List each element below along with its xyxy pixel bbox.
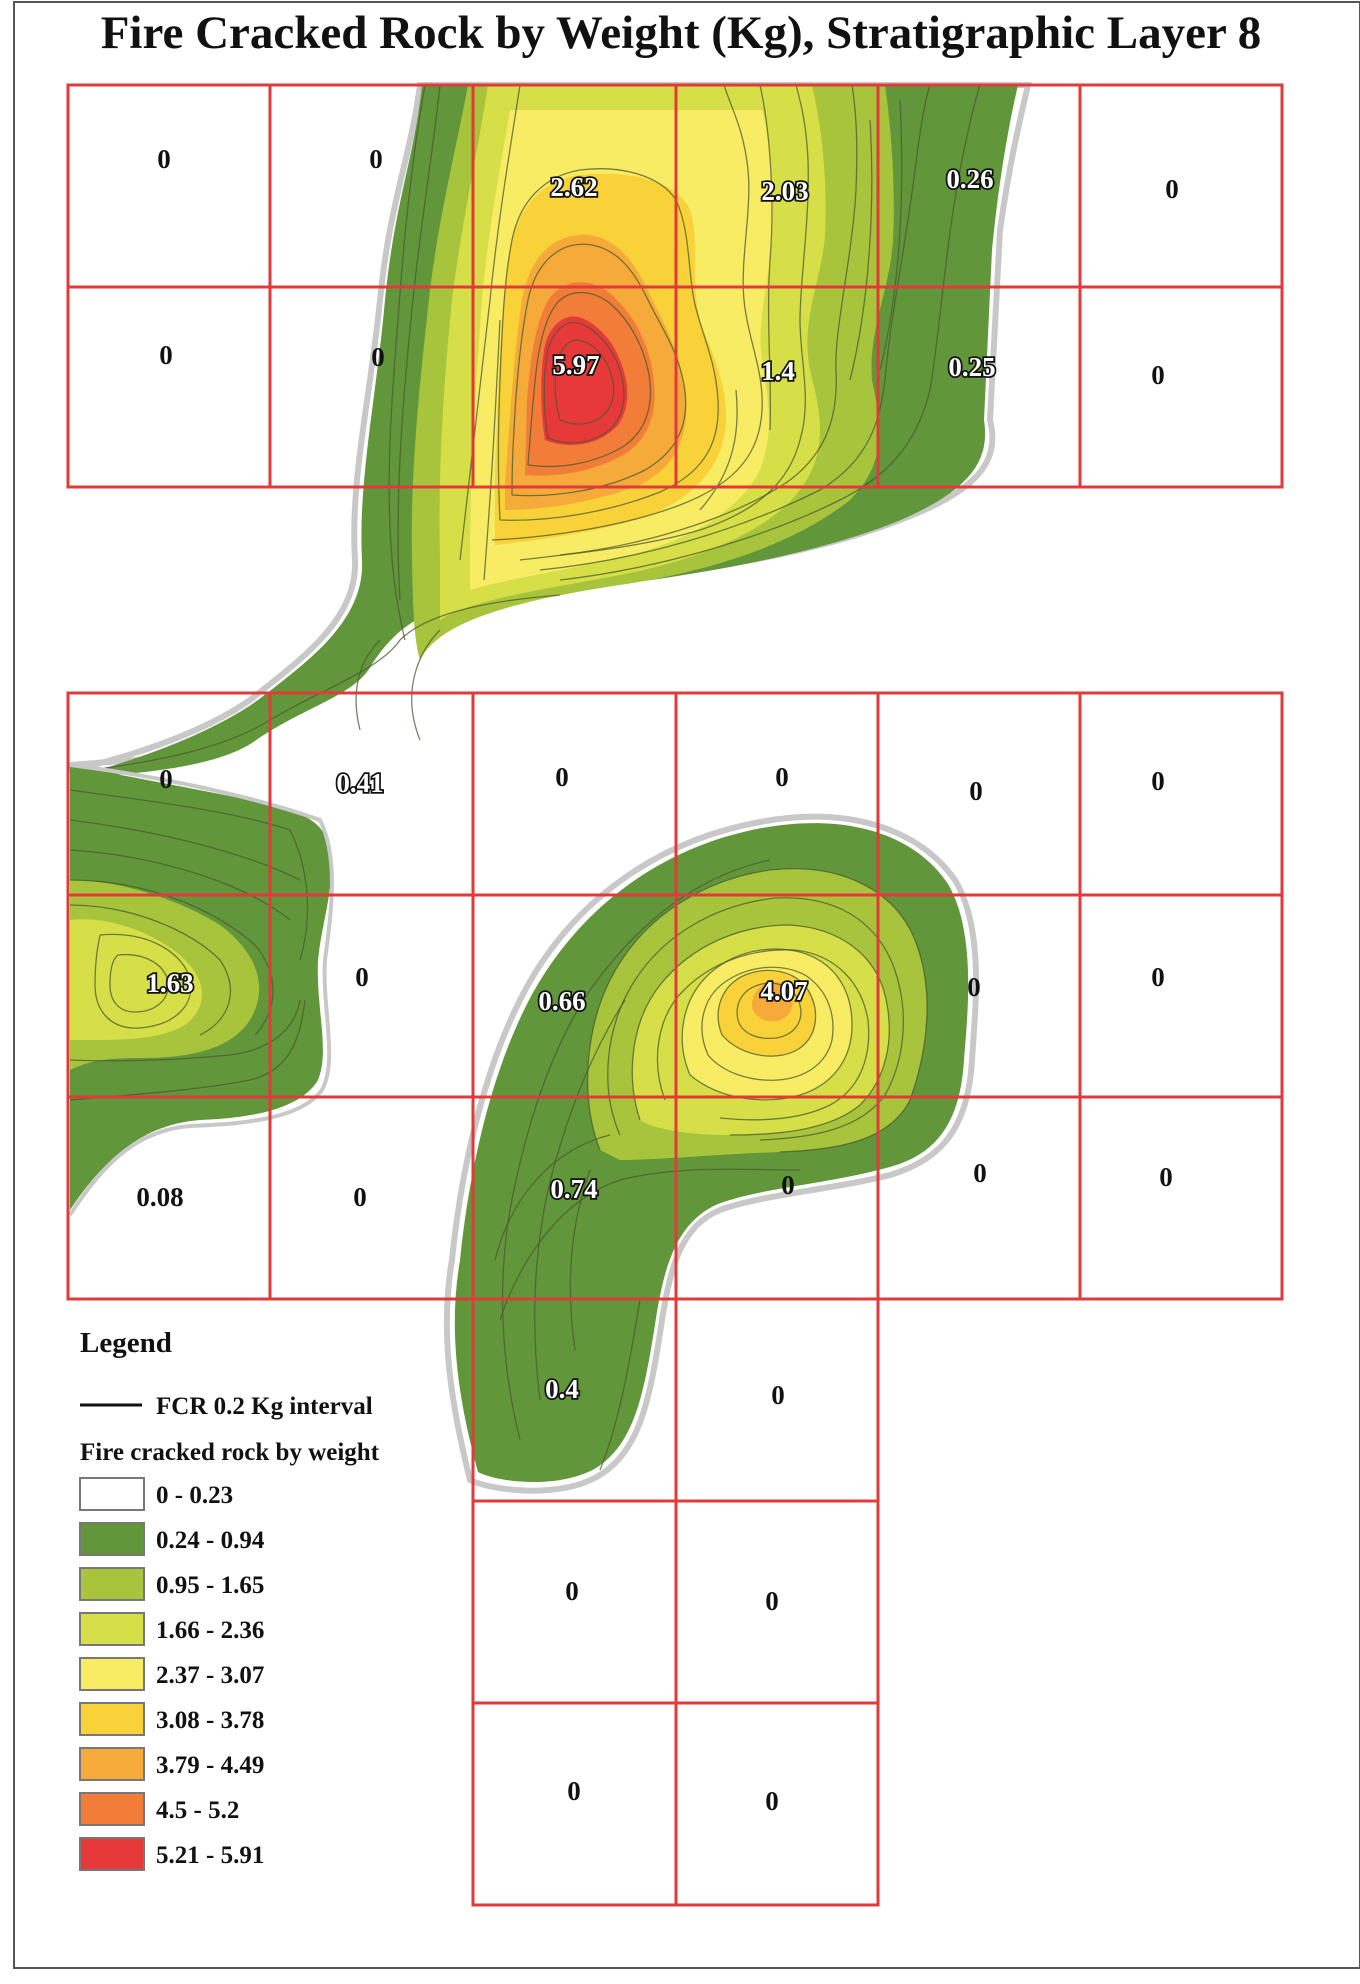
unit-value-r2c3: 5.97: [552, 350, 599, 380]
grid-unit-r5c2: [268, 1095, 475, 1301]
unit-value-r8c4: 0: [765, 1786, 779, 1816]
unit-value-r5c4: 0: [781, 1170, 795, 1200]
north-contour-lines: [89, 84, 981, 771]
unit-value-r2c5: 0.25: [948, 352, 995, 382]
unit-value-r5c1: 0.08: [136, 1182, 183, 1212]
legend-swatch-2: [79, 1522, 145, 1556]
unit-value-r2c4: 1.4: [761, 356, 795, 386]
southwest-band-yellowgreen: [70, 919, 202, 1040]
unit-value-r2c1: 0: [159, 340, 173, 370]
legend-class-label-2: 0.24 - 0.94: [156, 1527, 265, 1554]
unit-value-r3c2: 0.41: [336, 768, 383, 798]
unit-value-r2c2: 0: [371, 342, 385, 372]
outer-border: [13, 1, 1360, 1969]
legend-title: Legend: [80, 1327, 172, 1359]
grid-unit-r3c6: [1078, 691, 1284, 897]
unit-value-r4c2: 0: [355, 962, 369, 992]
southwest-contour-lines: [69, 789, 309, 1101]
unit-value-r1c1: 0: [157, 144, 171, 174]
legend-class-label-3: 0.95 - 1.65: [156, 1572, 264, 1599]
unit-value-r4c6: 0: [1151, 962, 1165, 992]
legend-class-label-4: 1.66 - 2.36: [156, 1617, 264, 1644]
legend-class-label-7: 3.79 - 4.49: [156, 1752, 264, 1779]
legend-swatch-4: [79, 1612, 145, 1646]
south-hotspot: [443, 813, 980, 1494]
unit-value-r5c3: 0.74: [550, 1174, 597, 1204]
unit-value-r5c5: 0: [973, 1158, 987, 1188]
unit-value-r4c4: 4.07: [760, 976, 807, 1006]
unit-value-r6c4: 0: [771, 1380, 785, 1410]
unit-value-r3c4: 0: [775, 762, 789, 792]
unit-value-r8c3: 0: [567, 1776, 581, 1806]
unit-value-r3c1: 0: [159, 764, 173, 794]
legend-swatch-5: [79, 1657, 145, 1691]
unit-value-r3c3: 0: [555, 762, 569, 792]
legend-class-label-8: 4.5 - 5.2: [156, 1797, 239, 1824]
unit-value-r7c4: 0: [765, 1586, 779, 1616]
unit-value-r1c3: 2.62: [550, 172, 597, 202]
unit-value-r4c3: 0.66: [538, 986, 585, 1016]
excavation-grid: [66, 83, 1284, 1907]
unit-value-r1c4: 2.03: [761, 176, 808, 206]
grid-unit-r8c4: [674, 1701, 880, 1907]
unit-value-r4c1: 1.63: [146, 968, 193, 998]
unit-value-r5c2: 0: [353, 1182, 367, 1212]
legend-swatch-3: [79, 1567, 145, 1601]
north-hotspot: [67, 82, 1032, 778]
legend-class-label-9: 5.21 - 5.91: [156, 1842, 264, 1869]
legend-fill-title: Fire cracked rock by weight: [80, 1439, 380, 1466]
unit-value-r3c5: 0: [969, 776, 983, 806]
legend-classes: 0 - 0.23 0.24 - 0.94 0.95 - 1.65 1.66 - 2.3…: [79, 1477, 265, 1871]
legend-class-label-5: 2.37 - 3.07: [156, 1662, 264, 1689]
unit-value-r4c5: 0: [967, 972, 981, 1002]
unit-value-r1c5: 0.26: [946, 164, 993, 194]
unit-value-r1c6: 0: [1165, 174, 1179, 204]
southwest-boundary-outline: [68, 763, 334, 1217]
unit-value-r3c6: 0: [1151, 766, 1165, 796]
legend-class-label-1: 0 - 0.23: [156, 1482, 233, 1509]
south-band-amber: [752, 981, 793, 1022]
southwest-lobe: [68, 763, 334, 1217]
legend-swatch-9: [79, 1837, 145, 1871]
unit-value-labels: 0 0 2.62 2.03 0.26 0 0 0 5.97 1.4 0.25 0 0 0.41 0 0 0 0 1.…: [136, 144, 1178, 1816]
grid-unit-r1c6: [1078, 83, 1284, 289]
legend-swatch-1: [79, 1477, 145, 1511]
legend: Legend FCR 0.2 Kg interval Fire cracked …: [79, 1327, 380, 1871]
grid-unit-r1c1: [66, 83, 272, 289]
grid-unit-r5c6: [1078, 1095, 1284, 1301]
grid-unit-r2c6: [1078, 285, 1284, 489]
unit-value-r2c6: 0: [1151, 360, 1165, 390]
unit-value-r6c3: 0.4: [545, 1374, 579, 1404]
legend-class-label-6: 3.08 - 3.78: [156, 1707, 264, 1734]
grid-unit-r4c6: [1078, 893, 1284, 1099]
map-title: Fire Cracked Rock by Weight (Kg), Strati…: [100, 7, 1262, 59]
legend-line-label: FCR 0.2 Kg interval: [156, 1393, 373, 1420]
legend-swatch-7: [79, 1747, 145, 1781]
legend-swatch-6: [79, 1702, 145, 1736]
unit-value-r7c3: 0: [565, 1576, 579, 1606]
legend-swatch-8: [79, 1792, 145, 1826]
grid-unit-r2c1: [66, 285, 272, 489]
south-boundary-outline: [443, 813, 980, 1494]
south-contour-lines: [494, 859, 928, 1471]
unit-value-r5c6: 0: [1159, 1162, 1173, 1192]
unit-value-r1c2: 0: [369, 144, 383, 174]
